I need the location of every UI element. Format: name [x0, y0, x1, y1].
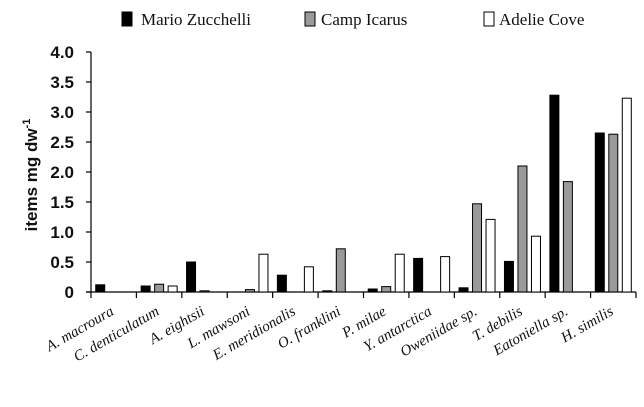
legend-label-adelie-cove: Adelie Cove — [499, 10, 584, 29]
bar-mario-zucchelli — [322, 290, 333, 293]
y-tick-label: 1.5 — [50, 193, 74, 212]
bar-camp-icarus — [154, 283, 165, 293]
bar-mario-zucchelli — [367, 288, 378, 293]
bars — [95, 94, 632, 293]
bar-camp-icarus — [472, 203, 483, 293]
legend: Mario Zucchelli Camp Icarus Adelie Cove — [121, 10, 584, 29]
bar-mario-zucchelli — [413, 257, 424, 293]
bar-camp-icarus — [335, 248, 346, 293]
legend-swatch-adelie-cove — [483, 11, 495, 27]
y-tick-label: 2.0 — [50, 163, 74, 182]
y-axis-label-sup: -1 — [21, 119, 33, 129]
legend-label-mario-zucchelli: Mario Zucchelli — [141, 10, 251, 29]
bar-adelie-cove — [394, 253, 405, 293]
bar-adelie-cove — [167, 285, 178, 293]
legend-label-camp-icarus: Camp Icarus — [321, 10, 407, 29]
axes: 0 0.5 1.0 1.5 2.0 2.5 3.0 3.5 4.0 — [50, 43, 637, 302]
bar-mario-zucchelli — [186, 261, 197, 293]
y-axis-label-main: items mg dw — [22, 128, 41, 232]
bar-camp-icarus — [608, 133, 619, 293]
y-axis-label: items mg dw-1 — [21, 119, 41, 232]
legend-swatch-camp-icarus — [304, 11, 316, 27]
bar-adelie-cove — [258, 253, 269, 293]
bar-adelie-cove — [303, 266, 314, 293]
bar-camp-icarus — [199, 290, 210, 293]
bar-adelie-cove — [621, 97, 632, 293]
y-tick-label: 0 — [65, 283, 74, 302]
bar-camp-icarus — [244, 289, 255, 293]
bar-mario-zucchelli — [95, 284, 106, 293]
bar-mario-zucchelli — [458, 287, 469, 293]
bar-mario-zucchelli — [140, 285, 151, 293]
bar-adelie-cove — [530, 235, 541, 293]
bar-adelie-cove — [440, 256, 451, 293]
y-tick-label: 4.0 — [50, 43, 74, 62]
bar-mario-zucchelli — [503, 260, 514, 293]
bar-mario-zucchelli — [276, 274, 287, 293]
y-tick-label: 3.0 — [50, 103, 74, 122]
bar-mario-zucchelli — [549, 94, 560, 293]
bar-mario-zucchelli — [594, 132, 605, 293]
bar-camp-icarus — [381, 286, 392, 293]
y-tick-label: 0.5 — [50, 253, 74, 272]
legend-swatch-mario-zucchelli — [121, 11, 133, 27]
bar-camp-icarus — [562, 181, 573, 293]
bar-adelie-cove — [485, 218, 496, 293]
svg-text:items mg dw-1: items mg dw-1 — [21, 119, 41, 232]
y-tick-label: 1.0 — [50, 223, 74, 242]
y-tick-label: 3.5 — [50, 73, 74, 92]
bar-camp-icarus — [517, 165, 528, 293]
y-tick-label: 2.5 — [50, 133, 74, 152]
